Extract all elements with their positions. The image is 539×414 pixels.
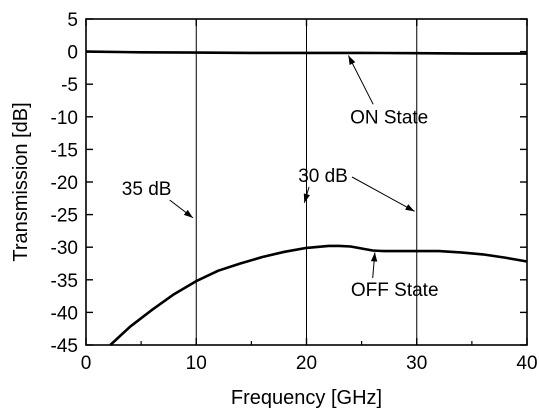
series-line-on-state xyxy=(85,50,527,55)
arrow-30db-1-head xyxy=(303,193,310,203)
y-axis-label: Transmission [dB] xyxy=(10,102,32,261)
y-tick-label: -30 xyxy=(51,238,78,259)
y-tick-label: -10 xyxy=(51,108,78,129)
arrow-35db-head xyxy=(183,209,193,218)
y-tick-label: -45 xyxy=(51,336,78,357)
arrow-off-state-head xyxy=(370,252,378,262)
arrow-30db-2 xyxy=(351,176,415,212)
y-tick-label: 0 xyxy=(67,43,78,64)
arrow-on-state-head xyxy=(348,55,356,65)
annotation-30-db: 30 dB xyxy=(298,166,348,187)
y-tick-label: -15 xyxy=(51,140,78,161)
y-tick-label: -5 xyxy=(61,75,78,96)
annotation-on-state: ON State xyxy=(350,107,428,128)
x-tick-label: 10 xyxy=(186,353,207,374)
reference-lines xyxy=(195,19,418,345)
y-tick-label: -40 xyxy=(51,303,78,324)
y-tick-label: -35 xyxy=(51,271,78,292)
arrow-30db-2-head xyxy=(405,204,415,212)
y-tick-label: 5 xyxy=(67,10,78,31)
x-tick-label: 40 xyxy=(516,353,537,374)
x-tick-label: 30 xyxy=(406,353,427,374)
ticks xyxy=(85,18,528,346)
arrow-on-state xyxy=(347,55,374,105)
annotation-off-state: OFF State xyxy=(351,280,439,301)
x-tick-label: 0 xyxy=(81,353,92,374)
series-group xyxy=(85,50,528,346)
x-axis-label: Frequency [GHz] xyxy=(231,387,382,409)
y-tick-label: -20 xyxy=(51,173,78,194)
x-tick-label: 20 xyxy=(296,353,317,374)
series-line-off-state xyxy=(109,244,528,346)
annotations: ON State 30 dB 35 dB OFF State xyxy=(122,55,439,301)
y-tick-label: -25 xyxy=(51,206,78,227)
annotation-35-db: 35 dB xyxy=(122,179,172,200)
